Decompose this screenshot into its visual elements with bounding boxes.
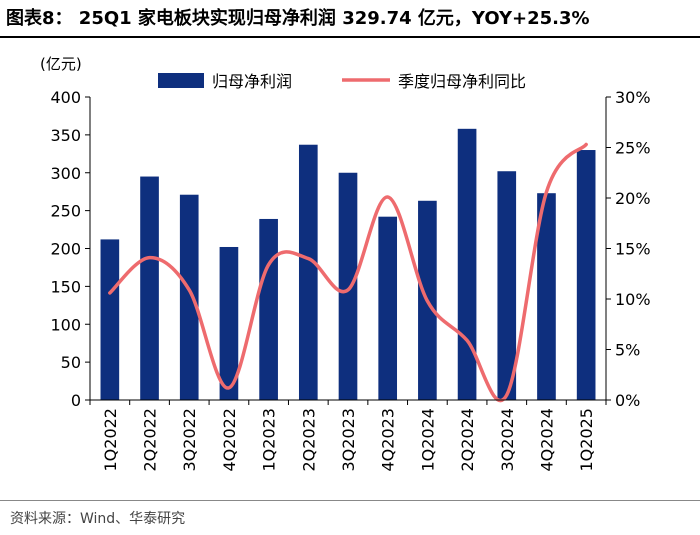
left-tick-label: 400 bbox=[50, 88, 81, 107]
left-tick-label: 200 bbox=[50, 240, 81, 259]
line-series bbox=[108, 142, 588, 403]
bar-1Q2023 bbox=[259, 218, 278, 400]
right-tick-label: 15% bbox=[615, 240, 651, 259]
bar-3Q2024 bbox=[497, 171, 517, 400]
bar-2Q2022 bbox=[140, 176, 159, 400]
chart: 归母净利润 季度归母净利同比 (亿元) 0 50 100 150 200 250 300 350… bbox=[40, 55, 651, 472]
left-tick-label: 350 bbox=[50, 126, 81, 145]
x-tick-label: 1Q2025 bbox=[577, 408, 596, 472]
x-tick-label: 2Q2023 bbox=[299, 408, 318, 472]
x-tick-label: 4Q2023 bbox=[379, 408, 398, 472]
x-tick-label: 3Q2022 bbox=[180, 408, 199, 472]
bar-4Q2023 bbox=[378, 216, 398, 400]
x-tick-label: 1Q2024 bbox=[418, 408, 437, 472]
legend-line-label: 季度归母净利同比 bbox=[398, 72, 526, 91]
bar-4Q2024 bbox=[537, 193, 556, 400]
x-tick-label: 3Q2023 bbox=[339, 408, 358, 472]
x-tick-label: 2Q2024 bbox=[458, 408, 477, 472]
legend: 归母净利润 季度归母净利同比 bbox=[158, 72, 526, 91]
bar-2Q2024 bbox=[457, 128, 477, 400]
source-rule bbox=[0, 500, 700, 501]
x-tick-label: 4Q2024 bbox=[537, 408, 556, 472]
legend-bar-label: 归母净利润 bbox=[212, 72, 292, 91]
right-tick-label: 20% bbox=[615, 189, 651, 208]
left-tick-label: 50 bbox=[61, 353, 81, 372]
x-tick-label: 3Q2024 bbox=[498, 408, 517, 472]
left-tick-label: 250 bbox=[50, 202, 81, 221]
bar-2Q2023 bbox=[298, 144, 318, 400]
bar-3Q2022 bbox=[179, 194, 199, 400]
x-tick-label: 4Q2022 bbox=[220, 408, 239, 472]
yoy-line bbox=[108, 142, 588, 403]
bar-4Q2022 bbox=[219, 246, 239, 400]
left-tick-label: 100 bbox=[50, 315, 81, 334]
x-tick-label: 1Q2022 bbox=[101, 408, 120, 472]
bar-1Q2025 bbox=[576, 150, 596, 400]
right-tick-label: 0% bbox=[615, 391, 640, 410]
left-axis-unit-label: (亿元) bbox=[40, 55, 82, 73]
right-tick-label: 30% bbox=[615, 88, 651, 107]
source-note: 资料来源：Wind、华泰研究 bbox=[10, 511, 186, 527]
right-tick-label: 10% bbox=[615, 290, 651, 309]
legend-bar-swatch bbox=[158, 73, 204, 88]
bar-3Q2023 bbox=[338, 172, 358, 400]
right-tick-label: 5% bbox=[615, 341, 640, 360]
right-tick-label: 25% bbox=[615, 139, 651, 158]
left-tick-label: 300 bbox=[50, 164, 81, 183]
title-rule bbox=[0, 36, 700, 38]
left-tick-label: 0 bbox=[71, 391, 81, 410]
x-tick-label: 2Q2022 bbox=[141, 408, 160, 472]
chart-title: 图表8： 25Q1 家电板块实现归母净利润 329.74 亿元，YOY+25.3… bbox=[6, 8, 590, 29]
axes: 0 50 100 150 200 250 300 350 400 0% 5% 10% 15% 20% 25%… bbox=[50, 88, 650, 472]
bar-series bbox=[100, 128, 596, 400]
left-tick-label: 150 bbox=[50, 277, 81, 296]
x-tick-label: 1Q2023 bbox=[260, 408, 279, 472]
bar-1Q2022 bbox=[100, 239, 120, 400]
